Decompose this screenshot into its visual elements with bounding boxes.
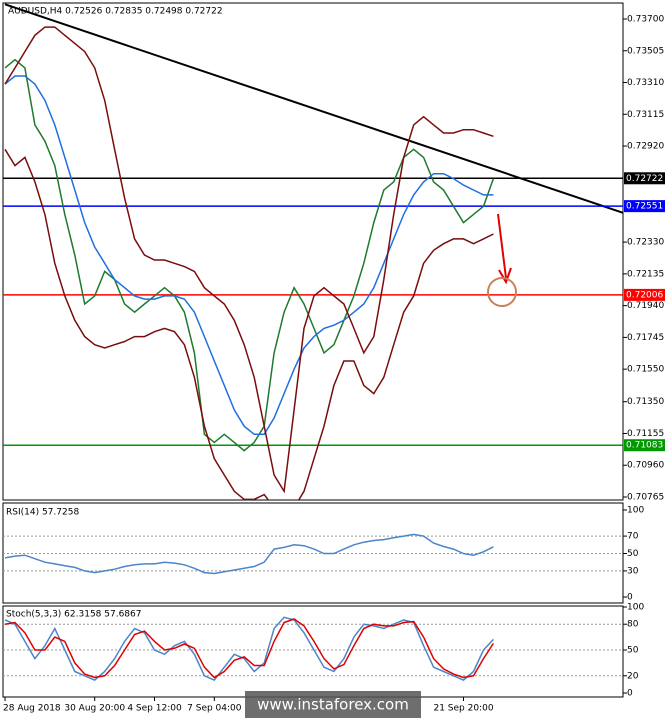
y-tick-label: 100: [627, 506, 644, 516]
y-tick-label: 0.73115: [627, 110, 664, 120]
x-tick-label: 21 Sep 20:00: [433, 704, 493, 714]
main-panel: [2, 2, 624, 501]
series-line: [4, 58, 495, 452]
y-tick-label: 0.71745: [627, 333, 664, 343]
y-tick-label: 0.72330: [627, 238, 664, 248]
y-tick-label: 0.73310: [627, 78, 664, 88]
y-tick-label: 80: [627, 620, 639, 630]
series-line: [4, 618, 495, 679]
y-tick-label: 0.73505: [627, 46, 664, 56]
target-circle: [487, 277, 517, 307]
x-tick-label: 7 Sep 04:00: [187, 704, 242, 714]
series-line: [4, 148, 494, 500]
y-tick-label: 0: [627, 689, 633, 699]
series-line: [4, 75, 494, 436]
y-tick-label: 0.72920: [627, 142, 664, 152]
y-tick-label: 0.71155: [627, 429, 664, 439]
arrow-shaft: [497, 213, 507, 279]
level-label: 0.71083: [626, 441, 663, 451]
x-tick-label: 30 Aug 20:00: [64, 704, 125, 714]
y-tick-label: 0.72135: [627, 269, 664, 279]
y-tick-label: 50: [627, 549, 639, 559]
panel-title: RSI(14) 57.7258: [6, 508, 79, 518]
plot-area: [3, 3, 623, 500]
level-label: 0.72722: [626, 174, 663, 184]
y-tick-label: 0.70960: [627, 461, 664, 471]
watermark-box: [245, 691, 421, 718]
y-tick-label: 20: [627, 671, 639, 681]
y-tick-label: 100: [627, 603, 644, 613]
panel-title: Stoch(5,3,3) 62.3158 57.6867: [6, 610, 141, 620]
y-tick-label: 0.71550: [627, 365, 664, 375]
watermark: www.instaforex.com: [257, 696, 409, 714]
level-label-box: [624, 200, 665, 213]
x-tick-label: 28 Aug 2018: [3, 704, 61, 714]
series-line: [4, 533, 494, 575]
y-tick-label: 50: [627, 646, 639, 656]
plot-layer: 0.73700 0.73505 0.73310 0.73115 0.72920 0.723…: [3, 3, 665, 714]
level-label-box: [624, 439, 665, 452]
level-label-box: [624, 288, 665, 301]
plot-area: [3, 616, 623, 682]
x-tick-label: 4 Sep 12:00: [127, 704, 182, 714]
y-tick-label: 0: [627, 593, 633, 603]
y-tick-label: 0.71350: [627, 397, 664, 407]
series-line: [4, 26, 494, 494]
y-tick-label: 0.71940: [627, 301, 664, 311]
level-label-box: [624, 172, 665, 185]
panel-title: AUDUSD,H4 0.72526 0.72835 0.72498 0.7272…: [8, 7, 223, 17]
arrow-head: [498, 267, 512, 285]
level-label: 0.72006: [626, 290, 663, 300]
y-tick-label: 70: [627, 532, 639, 542]
y-tick-label: 0.73700: [627, 15, 664, 25]
plot-area: [3, 533, 623, 575]
y-tick-label: 30: [627, 566, 639, 576]
y-tick-label: 0.70765: [627, 493, 664, 503]
level-label: 0.72551: [626, 202, 663, 212]
